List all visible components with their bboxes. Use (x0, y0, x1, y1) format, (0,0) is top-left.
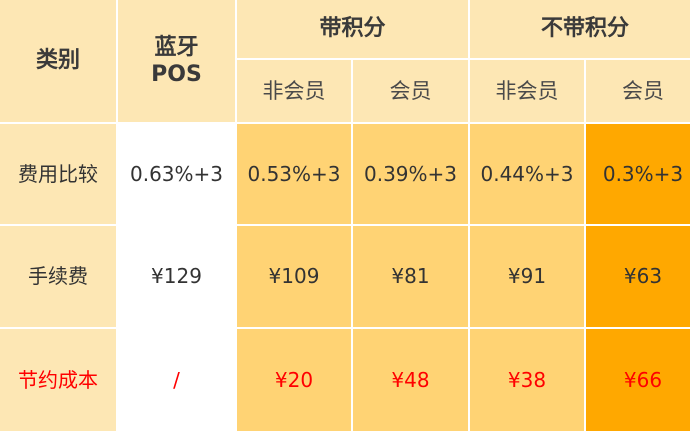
cell-fee-rate-points-non-member: 0.53%+3 (237, 124, 351, 224)
cell-fee-rate-pos: 0.63%+3 (118, 124, 235, 224)
row-label-fee-comparison: 费用比较 (0, 124, 116, 224)
cell-handling-fee-points-member: ¥81 (353, 226, 468, 327)
cell-savings-points-non-member: ¥20 (237, 329, 351, 431)
cell-handling-fee-no-points-member: ¥63 (586, 226, 690, 327)
header-with-points-non-member: 非会员 (237, 60, 351, 122)
cell-fee-rate-points-member: 0.39%+3 (353, 124, 468, 224)
header-with-points: 带积分 (237, 0, 468, 58)
cell-fee-rate-no-points-non-member: 0.44%+3 (470, 124, 584, 224)
cell-fee-rate-no-points-member: 0.3%+3 (586, 124, 690, 224)
cell-savings-no-points-non-member: ¥38 (470, 329, 584, 431)
cell-savings-points-member: ¥48 (353, 329, 468, 431)
row-label-savings: 节约成本 (0, 329, 116, 431)
header-without-points-member: 会员 (586, 60, 690, 122)
header-without-points-non-member: 非会员 (470, 60, 584, 122)
cell-handling-fee-points-non-member: ¥109 (237, 226, 351, 327)
row-label-handling-fee: 手续费 (0, 226, 116, 327)
header-without-points: 不带积分 (470, 0, 690, 58)
cell-savings-pos: / (118, 329, 235, 431)
header-with-points-member: 会员 (353, 60, 468, 122)
cell-handling-fee-no-points-non-member: ¥91 (470, 226, 584, 327)
cell-handling-fee-pos: ¥129 (118, 226, 235, 327)
header-category: 类别 (0, 0, 116, 122)
cell-savings-no-points-member: ¥66 (586, 329, 690, 431)
header-bluetooth-pos: 蓝牙 POS (118, 0, 235, 122)
